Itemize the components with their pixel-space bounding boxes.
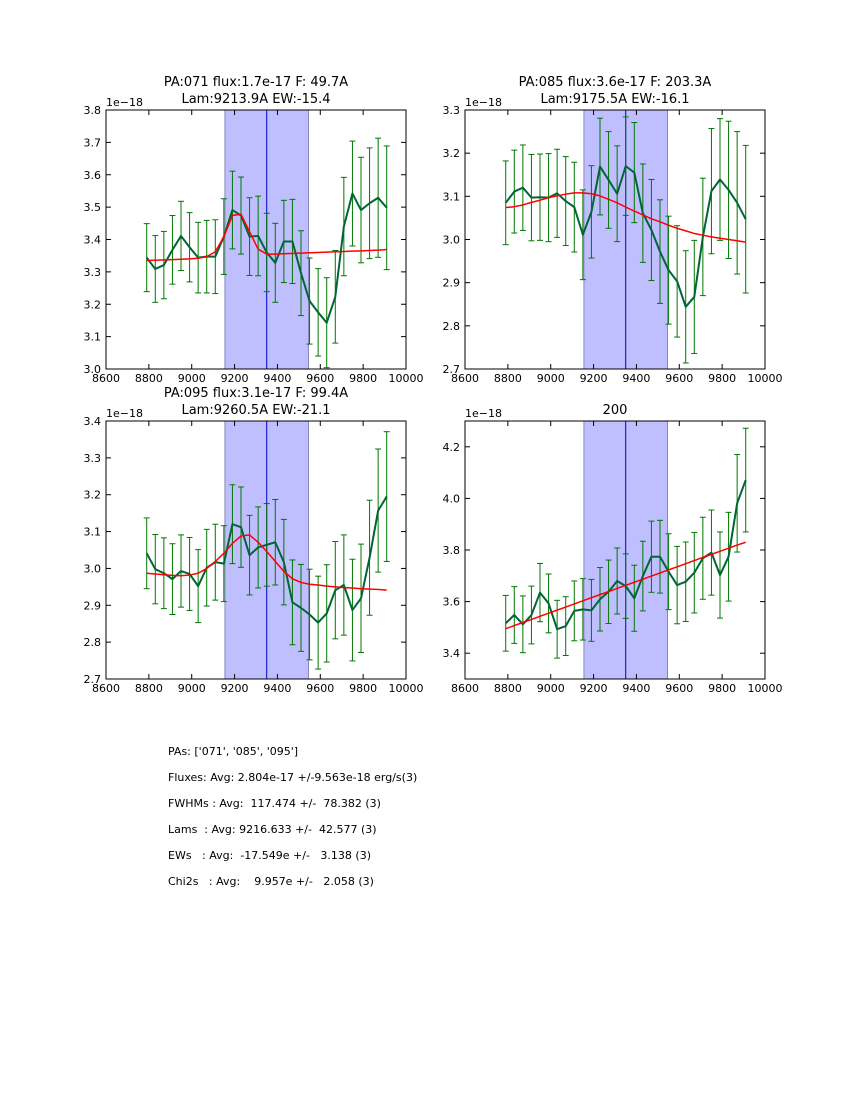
plot-area xyxy=(143,110,390,369)
y-offset-label: 1e−18 xyxy=(106,96,143,109)
x-tick-label: 9000 xyxy=(178,372,206,385)
x-tick-label: 9400 xyxy=(622,682,650,695)
y-tick-label: 3.3 xyxy=(443,104,461,117)
stats-summary: PAs: ['071', '085', '095'] Fluxes: Avg: … xyxy=(168,744,417,900)
x-tick-label: 9400 xyxy=(263,372,291,385)
fit-series-line xyxy=(505,541,746,630)
plot-area xyxy=(502,421,749,679)
y-tick-label: 3.5 xyxy=(84,201,102,214)
x-tick-label: 9800 xyxy=(349,372,377,385)
x-tick-label: 9000 xyxy=(537,372,565,385)
subplot-title: PA:095 flux:3.1e-17 F: 99.4A xyxy=(164,386,348,401)
axes-frame xyxy=(105,420,407,680)
x-tick-label: 9600 xyxy=(665,682,693,695)
x-tick-label: 8800 xyxy=(494,372,522,385)
y-tick-label: 3.2 xyxy=(84,489,102,502)
x-tick-label: 9600 xyxy=(306,372,334,385)
y-tick-label: 3.1 xyxy=(443,190,461,203)
y-tick-label: 2.9 xyxy=(443,277,461,290)
y-tick-label: 2.9 xyxy=(84,599,102,612)
x-tick-label: 8800 xyxy=(494,682,522,695)
y-offset-label: 1e−18 xyxy=(465,407,502,420)
subplot-1: 8600 8800 9000 9200 9400 9600 9800 10000 3.0 3.1 3… xyxy=(84,75,424,385)
x-tick-label: 9600 xyxy=(306,682,334,695)
subplot-2: 8600 8800 9000 9200 9400 9600 9800 10000 2.7 2.8 2… xyxy=(443,75,783,385)
y-tick-label: 2.7 xyxy=(84,673,102,686)
x-tick-label: 8800 xyxy=(135,372,163,385)
x-tick-label: 8600 xyxy=(92,372,120,385)
y-tick-label: 3.6 xyxy=(443,596,461,609)
stats-ews: EWs : Avg: -17.549e +/- 3.138 (3) xyxy=(168,849,371,862)
y-tick-label: 3.8 xyxy=(443,544,461,557)
data-series-line xyxy=(145,496,388,624)
subplot-4: 8600 8800 9000 9200 9400 9600 9800 10000 3.4 3.6 3… xyxy=(443,403,783,695)
y-tick-label: 3.0 xyxy=(84,363,102,376)
x-tick-label: 9400 xyxy=(263,682,291,695)
y-tick-label: 3.6 xyxy=(84,169,102,182)
y-tick-label: 4.2 xyxy=(443,441,461,454)
fit-series-line xyxy=(505,192,746,243)
y-tick-label: 4.0 xyxy=(443,492,461,505)
x-tick-label: 9000 xyxy=(178,682,206,695)
y-tick-label: 3.0 xyxy=(84,562,102,575)
subplot-title: PA:071 flux:1.7e-17 F: 49.7A xyxy=(164,75,348,90)
y-tick-label: 2.7 xyxy=(443,363,461,376)
x-tick-label: 9800 xyxy=(708,682,736,695)
x-tick-label: 9200 xyxy=(221,372,249,385)
x-tick-label: 8800 xyxy=(135,682,163,695)
y-tick-label: 3.4 xyxy=(84,234,102,247)
fit-series-line xyxy=(146,213,387,262)
fit-series-line xyxy=(146,534,387,591)
stats-pas: PAs: ['071', '085', '095'] xyxy=(168,745,299,758)
y-tick-label: 3.1 xyxy=(84,331,102,344)
x-tick-label: 9200 xyxy=(221,682,249,695)
x-tick-label: 8600 xyxy=(92,682,120,695)
x-tick-label: 9800 xyxy=(708,372,736,385)
x-tick-label: 9200 xyxy=(580,682,608,695)
x-tick-label: 9800 xyxy=(349,682,377,695)
y-tick-label: 3.3 xyxy=(84,266,102,279)
subplot-title: Lam:9260.5A EW:-21.1 xyxy=(181,403,330,418)
y-tick-label: 2.8 xyxy=(443,320,461,333)
y-tick-label: 3.0 xyxy=(443,234,461,247)
subplot-title: PA:085 flux:3.6e-17 F: 203.3A xyxy=(519,75,712,90)
data-series-line xyxy=(145,192,388,324)
x-tick-label: 9600 xyxy=(665,372,693,385)
x-tick-label: 10000 xyxy=(748,372,783,385)
x-tick-label: 9400 xyxy=(622,372,650,385)
plot-area xyxy=(143,421,390,679)
x-tick-label: 10000 xyxy=(389,372,424,385)
data-series-line xyxy=(504,165,747,308)
y-tick-label: 3.4 xyxy=(84,415,102,428)
y-tick-label: 3.7 xyxy=(84,136,102,149)
x-tick-label: 10000 xyxy=(748,682,783,695)
x-tick-label: 10000 xyxy=(389,682,424,695)
x-tick-label: 8600 xyxy=(451,372,479,385)
y-tick-label: 3.8 xyxy=(84,104,102,117)
stats-fluxes: Fluxes: Avg: 2.804e-17 +/-9.563e-18 erg/… xyxy=(168,771,418,784)
x-tick-label: 9200 xyxy=(580,372,608,385)
subplot-title: Lam:9175.5A EW:-16.1 xyxy=(540,92,689,107)
subplot-title: 200 xyxy=(603,403,628,418)
y-offset-label: 1e−18 xyxy=(465,96,502,109)
subplot-title: Lam:9213.9A EW:-15.4 xyxy=(181,92,330,107)
figure: 8600 8800 9000 9200 9400 9600 9800 10000 3.0 3.1 3… xyxy=(84,75,783,695)
y-tick-label: 3.3 xyxy=(84,452,102,465)
stats-lams: Lams : Avg: 9216.633 +/- 42.577 (3) xyxy=(168,823,377,836)
y-tick-label: 3.1 xyxy=(84,526,102,539)
y-offset-label: 1e−18 xyxy=(106,407,143,420)
stats-chi2s: Chi2s : Avg: 9.957e +/- 2.058 (3) xyxy=(168,875,374,888)
y-tick-label: 3.2 xyxy=(443,147,461,160)
plot-area xyxy=(502,110,749,369)
x-tick-label: 9000 xyxy=(537,682,565,695)
x-tick-label: 8600 xyxy=(451,682,479,695)
y-tick-label: 3.2 xyxy=(84,298,102,311)
stats-fwhms: FWHMs : Avg: 117.474 +/- 78.382 (3) xyxy=(168,797,381,810)
y-tick-label: 3.4 xyxy=(443,647,461,660)
y-tick-label: 2.8 xyxy=(84,636,102,649)
subplot-3: 8600 8800 9000 9200 9400 9600 9800 10000 2.7 2.8 2… xyxy=(84,386,424,695)
